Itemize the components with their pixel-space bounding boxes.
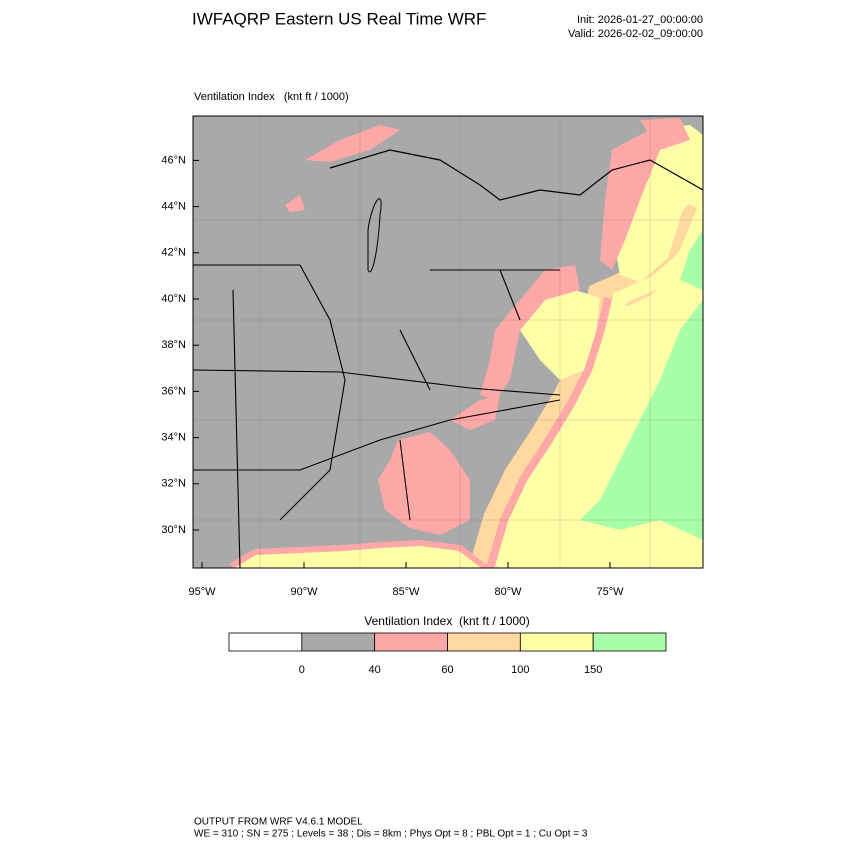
map-frame (192, 115, 704, 569)
map-title: Ventilation Index (knt ft / 1000) (194, 91, 349, 103)
lon-label: 95°W (188, 586, 216, 598)
lon-label: 85°W (392, 586, 420, 598)
state-lines (193, 264, 561, 568)
colorbar-title: Ventilation Index (knt ft / 1000) (364, 614, 529, 628)
north-pink (305, 125, 400, 162)
lat-label: 38°N (161, 339, 186, 351)
carolina-pink (450, 395, 500, 430)
lat-label: 42°N (161, 247, 186, 259)
colorbar-box (447, 632, 521, 652)
footer-line2: WE = 310 ; SN = 275 ; Levels = 38 ; Dis … (194, 829, 588, 840)
mid-atlantic-pink (480, 265, 580, 400)
colorbar-label: 100 (511, 664, 529, 676)
colorbar-label: 40 (369, 664, 381, 676)
colorbar-label: 60 (441, 664, 453, 676)
county-lines (193, 116, 703, 568)
lat-labels: 30°N 32°N 34°N 36°N 38°N 40°N 42°N 44°N 46°N (161, 154, 199, 536)
init-time: Init: 2026-01-27_00:00:00 (577, 14, 703, 26)
lat-label: 44°N (161, 201, 186, 213)
lat-label: 34°N (161, 432, 186, 444)
lat-label: 46°N (161, 154, 186, 166)
lon-labels: 95°W 90°W 85°W 80°W 75°W (188, 562, 624, 598)
new-england-pink (600, 130, 660, 270)
coastal-pink (486, 297, 612, 568)
lon-label: 80°W (494, 586, 522, 598)
map-area (193, 116, 703, 568)
lat-label: 30°N (161, 524, 186, 536)
wisconsin-pink (285, 195, 305, 212)
colorbar-box (592, 632, 667, 652)
green-area-north (680, 230, 703, 290)
colorbar-box (301, 632, 376, 652)
canada-pink (640, 118, 690, 150)
colorbar: 0 40 60 100 150 (228, 632, 667, 676)
footer-line1: OUTPUT FROM WRF V4.6.1 MODEL (194, 817, 363, 828)
colorbar-label: 150 (584, 664, 602, 676)
colorbar-box (519, 632, 594, 652)
colorbar-label: 0 (299, 664, 305, 676)
colorbar-box (374, 632, 448, 652)
lon-label: 90°W (290, 586, 318, 598)
title: IWFAQRP Eastern US Real Time WRF (192, 9, 486, 28)
lon-label: 75°W (596, 586, 624, 598)
gulf (232, 543, 486, 568)
gulf-coast-pink (230, 539, 488, 568)
lat-label: 36°N (161, 385, 186, 397)
coastal-band-inner (495, 202, 703, 568)
colorbar-box (228, 632, 303, 652)
border (329, 149, 703, 201)
lat-label: 32°N (161, 478, 186, 490)
valid-time: Valid: 2026-02-02_09:00:00 (568, 28, 703, 40)
lat-label: 40°N (161, 293, 186, 305)
southeast-pink (378, 432, 470, 535)
lake-michigan (367, 198, 382, 273)
